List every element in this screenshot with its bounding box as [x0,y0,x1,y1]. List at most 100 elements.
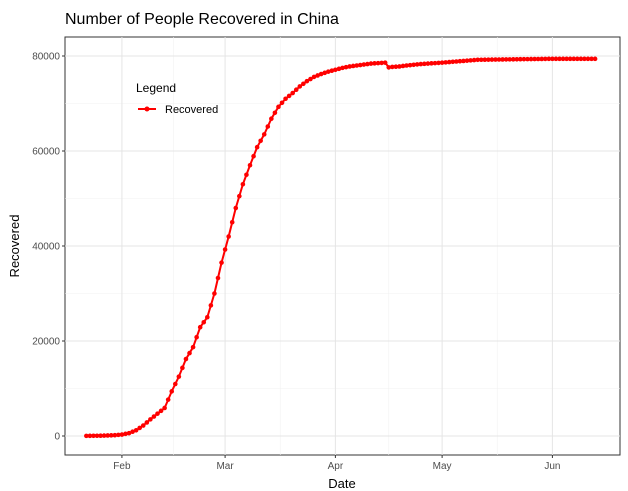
x-tick-label: Apr [328,461,344,472]
data-point [265,124,271,129]
data-point [557,56,562,62]
data-point [254,144,260,150]
data-point [386,65,392,70]
y-tick-label: 60000 [32,147,60,158]
data-point [190,344,196,350]
data-point [133,428,139,433]
data-point [400,63,406,69]
data-point [439,60,445,65]
data-point [567,56,573,62]
data-point [432,60,438,66]
data-point [407,62,413,68]
data-point [336,66,342,72]
data-point [247,162,253,168]
data-point [514,56,520,62]
data-point [208,303,214,308]
data-point [503,57,509,62]
data-point [468,58,473,63]
data-point [582,56,587,62]
data-point [105,433,110,438]
legend: Legend Recovered [136,81,218,116]
data-point [293,87,299,93]
data-point [340,65,345,71]
data-point [148,417,153,422]
y-tick-label: 0 [54,432,60,443]
data-point [176,374,182,379]
data-point [546,56,552,62]
data-point [219,260,224,265]
y-tick-label: 20000 [32,337,60,348]
data-point [354,63,360,68]
data-point [201,319,207,325]
legend-label-recovered: Recovered [165,104,218,116]
data-point [571,56,577,62]
x-tick-label: Mar [216,461,234,472]
data-point [429,61,434,66]
data-point [311,74,317,80]
data-point [390,64,395,70]
data-point [404,63,409,68]
data-point [471,57,477,63]
data-point [333,67,338,73]
data-point [350,63,356,69]
data-point [162,405,167,411]
data-point [592,56,598,62]
data-point [414,62,420,67]
data-point [269,116,274,121]
data-point [461,58,466,64]
data-point [525,56,530,62]
data-point [94,433,100,439]
data-point [304,78,310,84]
data-point [315,73,320,78]
data-point [126,430,132,436]
data-point [585,56,591,62]
data-point [258,138,263,144]
data-point [564,56,569,62]
chart-title: Number of People Recovered in China [65,11,339,28]
data-point [500,57,505,62]
data-point [276,104,281,110]
data-point [272,110,278,116]
data-point [397,64,402,69]
plot-area [64,36,621,456]
x-axis: Feb Mar Apr May Jun [113,455,560,472]
data-point [205,314,210,320]
data-point [347,64,352,69]
data-point [496,57,502,62]
data-point [244,172,249,178]
grid-lines [65,37,620,455]
y-tick-label: 40000 [32,242,60,253]
data-point [507,57,513,62]
data-point [393,64,399,69]
x-axis-title: Date [328,476,355,491]
data-point [343,64,349,70]
data-point [240,181,246,187]
data-point [560,56,566,62]
data-point [226,234,231,239]
data-point [123,431,128,437]
data-point [279,100,285,106]
legend-title: Legend [136,81,176,95]
data-point [169,389,175,394]
data-point [290,90,295,96]
data-point [489,57,495,62]
data-point [375,60,381,66]
data-point [301,81,306,87]
data-point [411,62,416,68]
data-point [422,61,427,67]
y-tick-label: 80000 [32,52,60,63]
data-point [478,57,484,63]
data-point [493,57,498,62]
data-point [233,205,239,211]
data-point [261,132,267,137]
data-point [197,324,203,330]
data-point [550,56,555,62]
series-layer [84,56,598,439]
data-point [418,61,424,67]
x-tick-label: Feb [113,461,131,472]
data-point [510,57,516,62]
data-point [251,153,256,159]
data-point [237,193,242,199]
data-point [446,59,452,65]
data-point [482,57,488,62]
